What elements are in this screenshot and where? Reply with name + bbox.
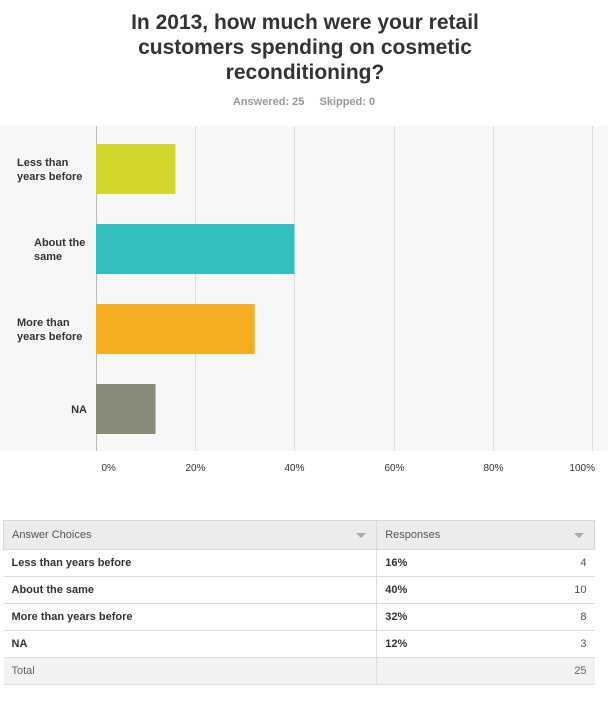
response-count: 4 bbox=[539, 549, 595, 577]
response-count: 8 bbox=[539, 603, 595, 631]
responses-header-label: Responses bbox=[385, 529, 441, 541]
bar bbox=[96, 384, 156, 434]
question-title-line: reconditioning? bbox=[225, 61, 385, 84]
table-row: Less than years before 16% 4 bbox=[3, 549, 595, 577]
response-percent: 32% bbox=[376, 603, 540, 631]
question-title: In 2013, how much were your retail custo… bbox=[90, 10, 520, 85]
x-tick-label: 80% bbox=[483, 463, 503, 474]
sort-caret-icon[interactable] bbox=[356, 533, 367, 538]
response-count: 10 bbox=[539, 576, 595, 604]
category-label: About the bbox=[34, 237, 85, 249]
response-percent: 12% bbox=[376, 630, 540, 658]
response-percent: 40% bbox=[376, 576, 540, 604]
table-header-row: Answer Choices Responses bbox=[2, 520, 595, 550]
category-label: More than bbox=[17, 317, 70, 329]
x-tick-label: 40% bbox=[284, 463, 304, 474]
results-table: Answer Choices Responses Less than years… bbox=[2, 520, 595, 685]
total-count: 25 bbox=[539, 657, 595, 685]
x-tick-label: 20% bbox=[185, 463, 205, 474]
skipped-count: Skipped: 0 bbox=[319, 96, 376, 108]
x-tick-label: 0% bbox=[102, 463, 117, 474]
category-label: Less than bbox=[17, 157, 69, 169]
bar bbox=[96, 224, 295, 274]
answer-choice: NA bbox=[3, 630, 378, 658]
total-label: Total bbox=[3, 657, 378, 685]
table-row: About the same 40% 10 bbox=[3, 576, 595, 604]
response-count: 3 bbox=[539, 630, 595, 658]
total-spacer bbox=[376, 657, 540, 685]
x-tick-label: 100% bbox=[569, 463, 595, 474]
bar bbox=[96, 304, 255, 354]
sort-caret-icon[interactable] bbox=[574, 533, 584, 538]
question-title-line: In 2013, how much were your retail bbox=[131, 11, 479, 34]
bar bbox=[96, 144, 176, 194]
table-row: More than years before 32% 8 bbox=[3, 603, 595, 631]
answer-choice: About the same bbox=[3, 576, 378, 604]
response-summary: Answered: 25 Skipped: 0 bbox=[0, 96, 608, 108]
response-percent: 16% bbox=[376, 549, 540, 577]
total-row: Total 25 bbox=[3, 657, 595, 685]
bar-chart: 0% 20% 40% 60% 80% 100% Less than years before A… bbox=[17, 126, 595, 474]
responses-header[interactable]: Responses bbox=[376, 520, 595, 550]
question-title-line: customers spending on cosmetic bbox=[138, 36, 472, 59]
answer-choice: More than years before bbox=[3, 603, 378, 631]
answer-choices-header[interactable]: Answer Choices bbox=[2, 520, 378, 550]
x-tick-label: 60% bbox=[384, 463, 404, 474]
answered-count: Answered: 25 bbox=[232, 96, 305, 108]
category-label: NA bbox=[71, 404, 87, 416]
answer-choices-header-label: Answer Choices bbox=[12, 529, 92, 541]
category-label: years before bbox=[17, 331, 82, 343]
answer-choice: Less than years before bbox=[3, 549, 378, 577]
category-label: years before bbox=[17, 171, 82, 183]
category-label: same bbox=[34, 251, 62, 263]
table-row: NA 12% 3 bbox=[3, 630, 595, 658]
